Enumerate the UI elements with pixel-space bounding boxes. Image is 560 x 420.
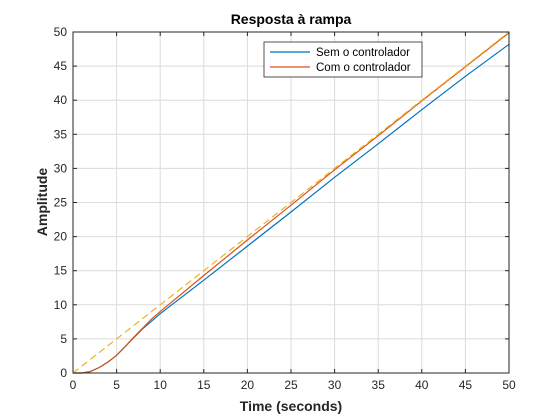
legend-box xyxy=(263,41,423,78)
series-line-2 xyxy=(72,31,510,374)
series-line-1 xyxy=(73,32,510,374)
y-tick-label: 10 xyxy=(54,298,68,312)
y-tick-label: 0 xyxy=(60,366,67,380)
x-tick-label: 10 xyxy=(154,378,168,392)
series-group xyxy=(72,31,510,374)
y-tick-label: 25 xyxy=(54,196,68,210)
x-axis-label: Time (seconds) xyxy=(240,398,342,414)
y-tick-label: 35 xyxy=(54,127,68,141)
x-tick-label: 15 xyxy=(197,378,211,392)
legend-label: Sem o controlador xyxy=(316,47,410,59)
y-tick-label: 45 xyxy=(54,59,68,73)
x-tick-label: 0 xyxy=(70,378,77,392)
legend-label: Com o controlador xyxy=(316,62,411,74)
x-tick-label: 50 xyxy=(502,378,516,392)
y-tick-label: 50 xyxy=(54,25,68,39)
y-tick-label: 5 xyxy=(60,332,67,346)
x-tick-label: 5 xyxy=(113,378,120,392)
y-tick-label: 30 xyxy=(54,161,68,175)
ticks: 0 5 10 15 20 25 30 35 40 45 50 0 5 10 15 20 25 30 35 40 45 50 xyxy=(54,25,516,392)
y-axis-label: Amplitude xyxy=(34,168,50,237)
legend: Sem o controlador Com o controlador xyxy=(263,41,423,78)
x-tick-label: 45 xyxy=(459,378,473,392)
x-tick-label: 25 xyxy=(284,378,298,392)
y-tick-label: 15 xyxy=(54,264,68,278)
x-tick-label: 35 xyxy=(372,378,386,392)
y-tick-label: 20 xyxy=(54,230,68,244)
chart-title: Resposta à rampa xyxy=(231,11,352,27)
y-tick-label: 40 xyxy=(54,93,68,107)
x-tick-label: 30 xyxy=(328,378,342,392)
x-tick-label: 20 xyxy=(241,378,255,392)
x-tick-label: 40 xyxy=(415,378,429,392)
legend-entries: Sem o controlador Com o controlador xyxy=(270,47,411,74)
